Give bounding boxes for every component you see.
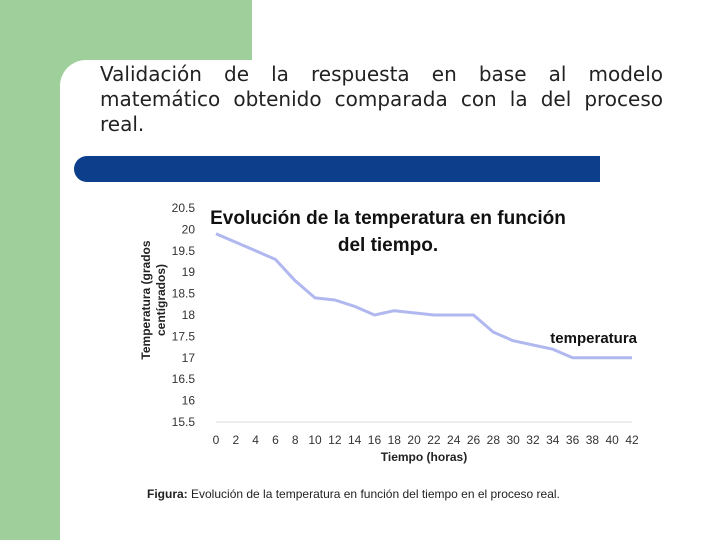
x-tick-label: 22 (427, 433, 441, 447)
x-tick-label: 8 (292, 433, 299, 447)
chart-title-line: Evolución de la temperatura en función (210, 208, 566, 229)
white-content-area (60, 60, 720, 540)
x-tick-label: 14 (348, 433, 362, 447)
x-tick-label: 34 (546, 433, 560, 447)
y-tick-labels: 20.5 20 19.5 19 18.5 18 17.5 17 16.5 16 15.5 (172, 201, 196, 429)
x-tick-label: 40 (606, 433, 620, 447)
series-lines (215, 232, 632, 360)
caption-text: Evolución de la temperatura en función d… (187, 487, 560, 501)
x-tick-labels: 0 2 4 6 8 10 12 14 16 18 20 22 24 26 28 30 32 34 36 38 40 42 (213, 433, 639, 447)
y-tick-label: 19.5 (172, 244, 196, 258)
slide-title: Validación de la respuesta en base al mo… (100, 62, 663, 136)
x-tick-label: 0 (213, 433, 220, 447)
y-tick-label: 18.5 (172, 287, 196, 301)
y-tick-label: 18 (182, 308, 196, 322)
x-tick-label: 42 (625, 433, 639, 447)
chart-title: Evolución de la temperatura en función de… (210, 208, 566, 256)
x-tick-label: 32 (526, 433, 540, 447)
figure-caption: Figura: Evolución de la temperatura en f… (147, 486, 567, 502)
y-tick-label: 17.5 (172, 329, 196, 343)
x-tick-label: 2 (232, 433, 239, 447)
title-underline-bar (74, 156, 600, 182)
x-tick-label: 28 (487, 433, 501, 447)
legend-label-temperatura: temperatura (550, 330, 637, 347)
x-tick-label: 24 (447, 433, 461, 447)
y-tick-label: 20 (182, 222, 196, 236)
y-tick-label: 15.5 (172, 415, 196, 429)
caption-prefix: Figura: (147, 487, 188, 501)
x-tick-label: 12 (328, 433, 342, 447)
x-tick-label: 20 (407, 433, 421, 447)
chart-title-line: del tiempo. (338, 235, 438, 256)
x-axis-title: Tiempo (horas) (381, 450, 467, 464)
series-line-temperatura (215, 232, 632, 360)
x-tick-label: 4 (252, 433, 259, 447)
x-tick-label: 16 (368, 433, 382, 447)
x-tick-label: 18 (388, 433, 402, 447)
y-tick-label: 20.5 (172, 201, 196, 215)
y-tick-label: 19 (182, 265, 196, 279)
y-axis-title: Temperatura (grados centígrados) (139, 240, 168, 359)
x-tick-label: 6 (272, 433, 279, 447)
x-tick-label: 38 (586, 433, 600, 447)
y-tick-label: 16 (182, 394, 196, 408)
x-tick-label: 36 (566, 433, 580, 447)
y-axis-title-line: Temperatura (grados (139, 240, 153, 359)
y-tick-label: 17 (182, 351, 196, 365)
y-axis-title-line: centígrados) (154, 264, 168, 336)
x-tick-label: 26 (467, 433, 481, 447)
y-tick-label: 16.5 (172, 372, 196, 386)
x-tick-label: 10 (308, 433, 322, 447)
x-tick-label: 30 (506, 433, 520, 447)
